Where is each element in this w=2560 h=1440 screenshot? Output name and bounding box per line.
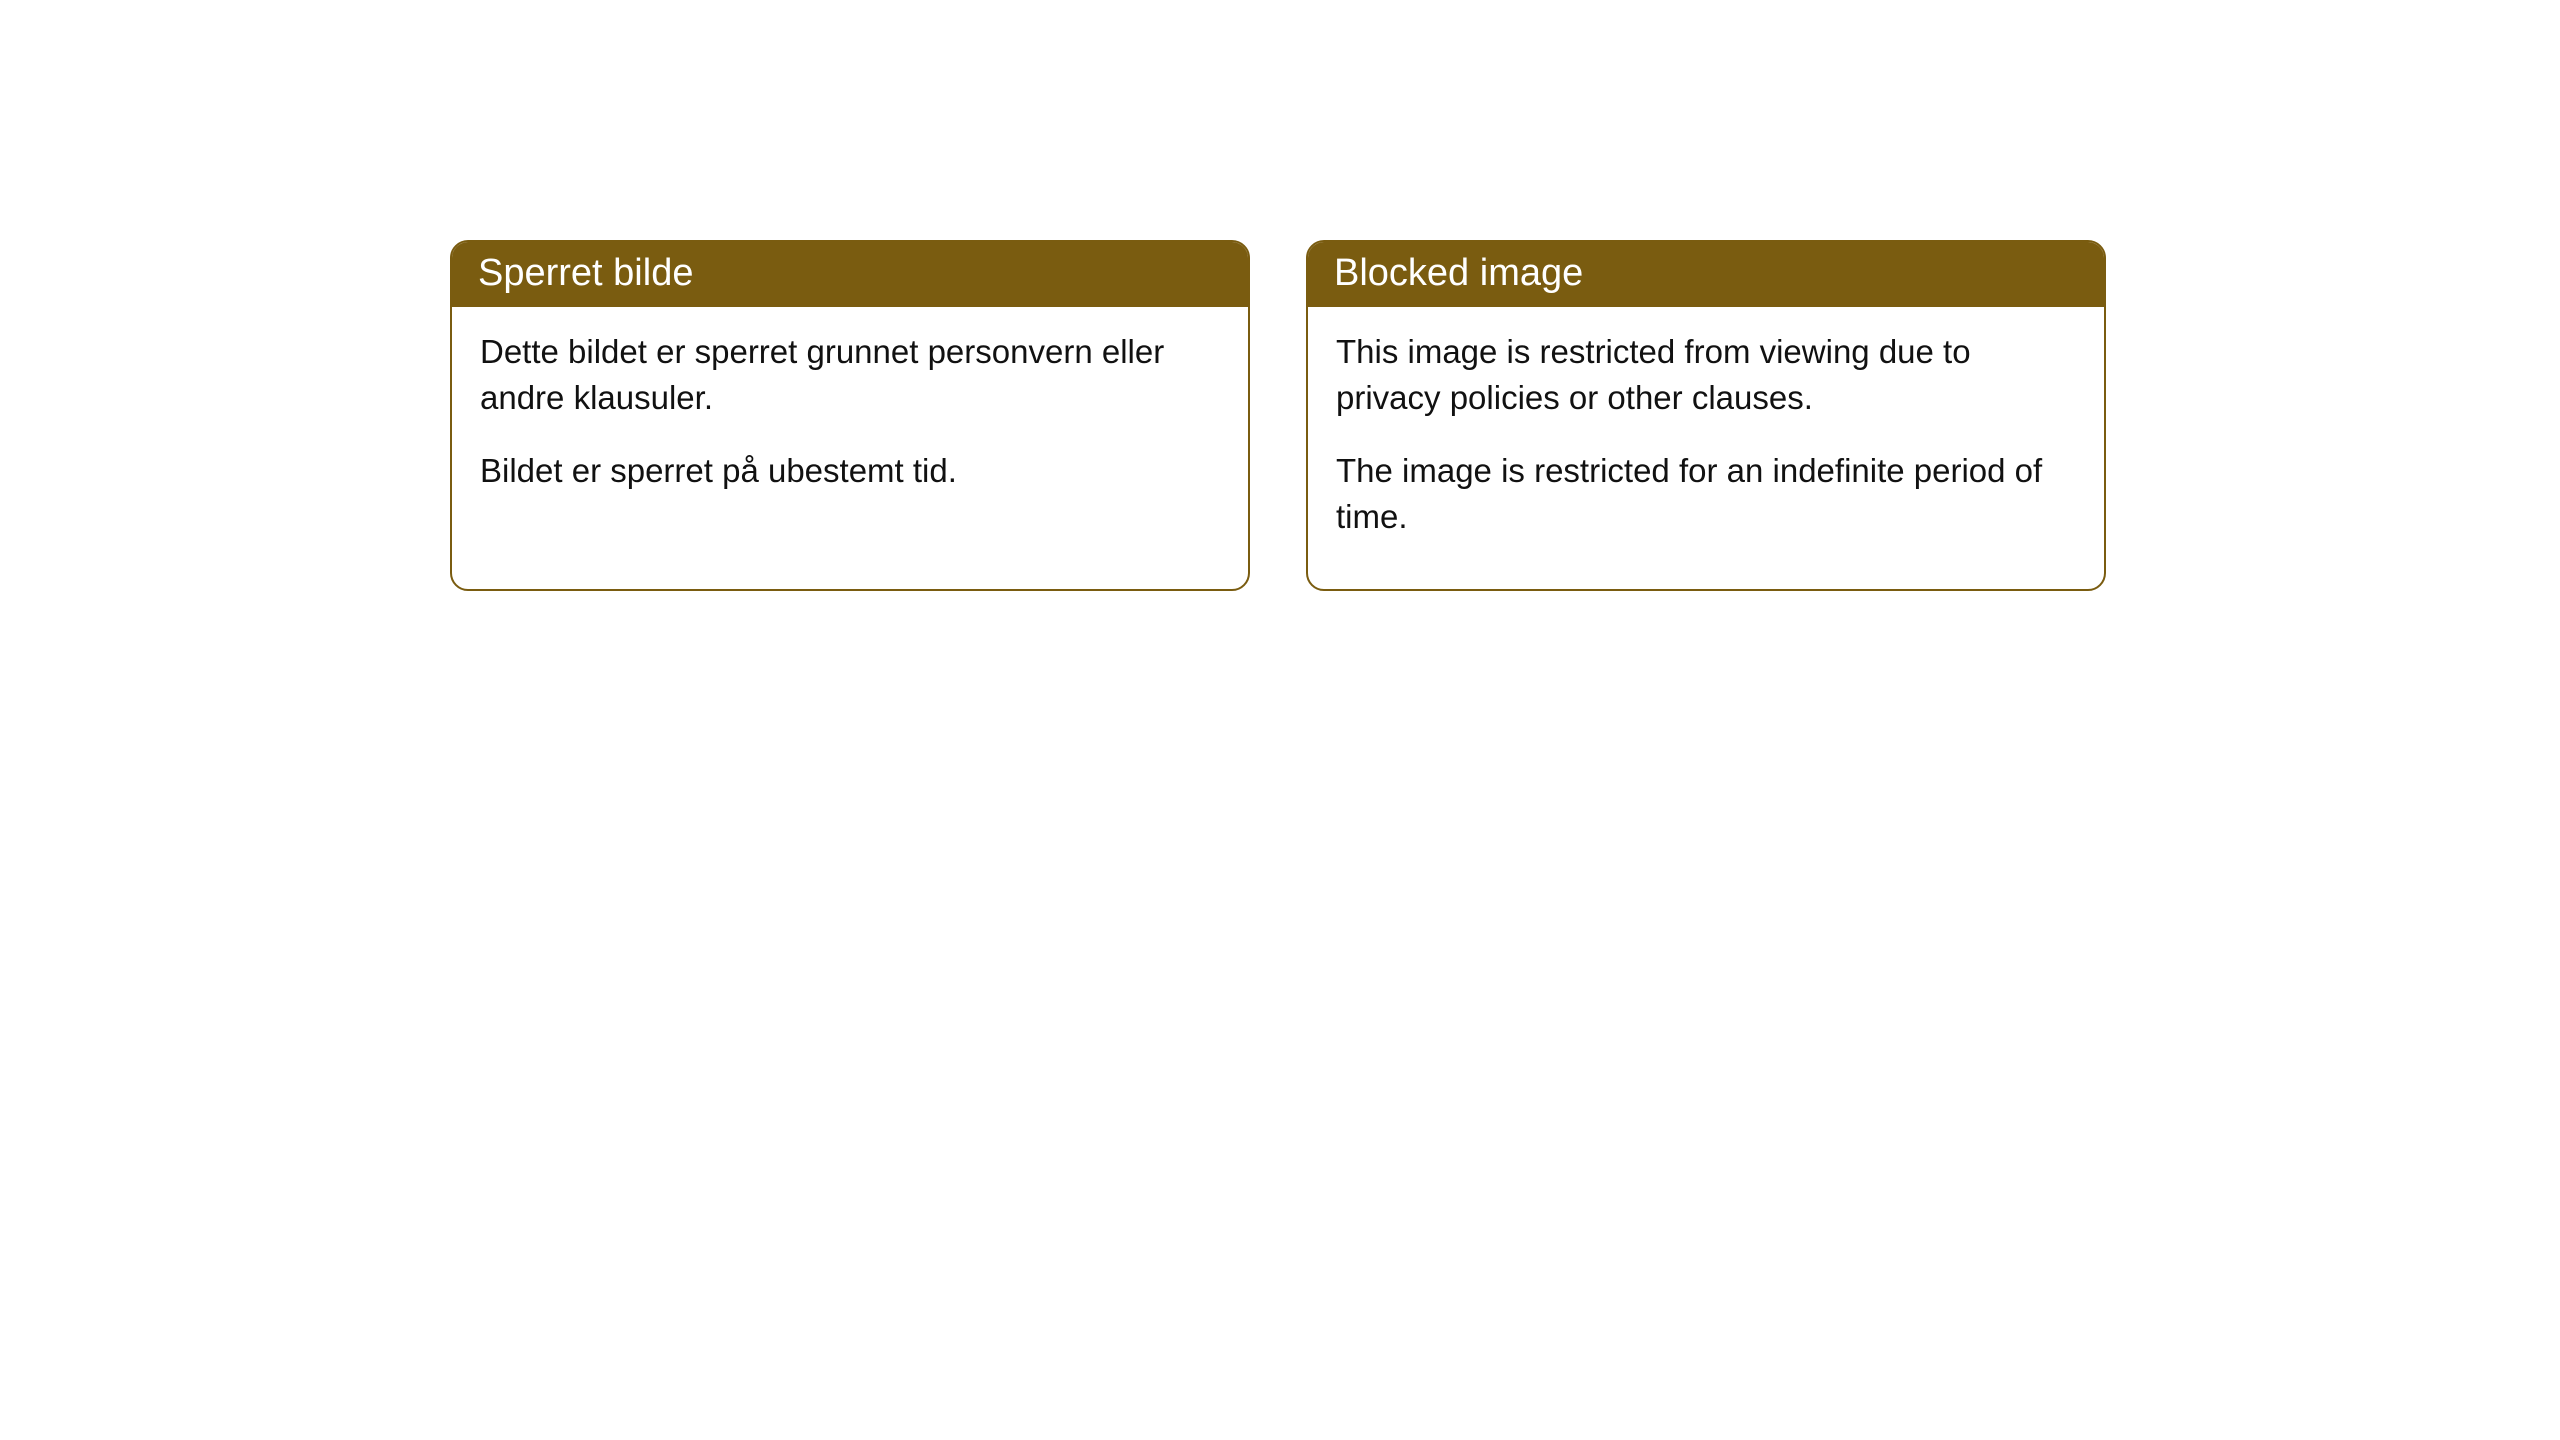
card-header-no: Sperret bilde <box>452 242 1248 307</box>
blocked-image-card-no: Sperret bilde Dette bildet er sperret gr… <box>450 240 1250 591</box>
card-header-en: Blocked image <box>1308 242 2104 307</box>
card-text-no-1: Dette bildet er sperret grunnet personve… <box>480 329 1220 420</box>
card-text-en-1: This image is restricted from viewing du… <box>1336 329 2076 420</box>
card-body-en: This image is restricted from viewing du… <box>1308 307 2104 589</box>
card-text-en-2: The image is restricted for an indefinit… <box>1336 448 2076 539</box>
notice-container: Sperret bilde Dette bildet er sperret gr… <box>0 0 2560 591</box>
card-body-no: Dette bildet er sperret grunnet personve… <box>452 307 1248 544</box>
blocked-image-card-en: Blocked image This image is restricted f… <box>1306 240 2106 591</box>
card-text-no-2: Bildet er sperret på ubestemt tid. <box>480 448 1220 494</box>
